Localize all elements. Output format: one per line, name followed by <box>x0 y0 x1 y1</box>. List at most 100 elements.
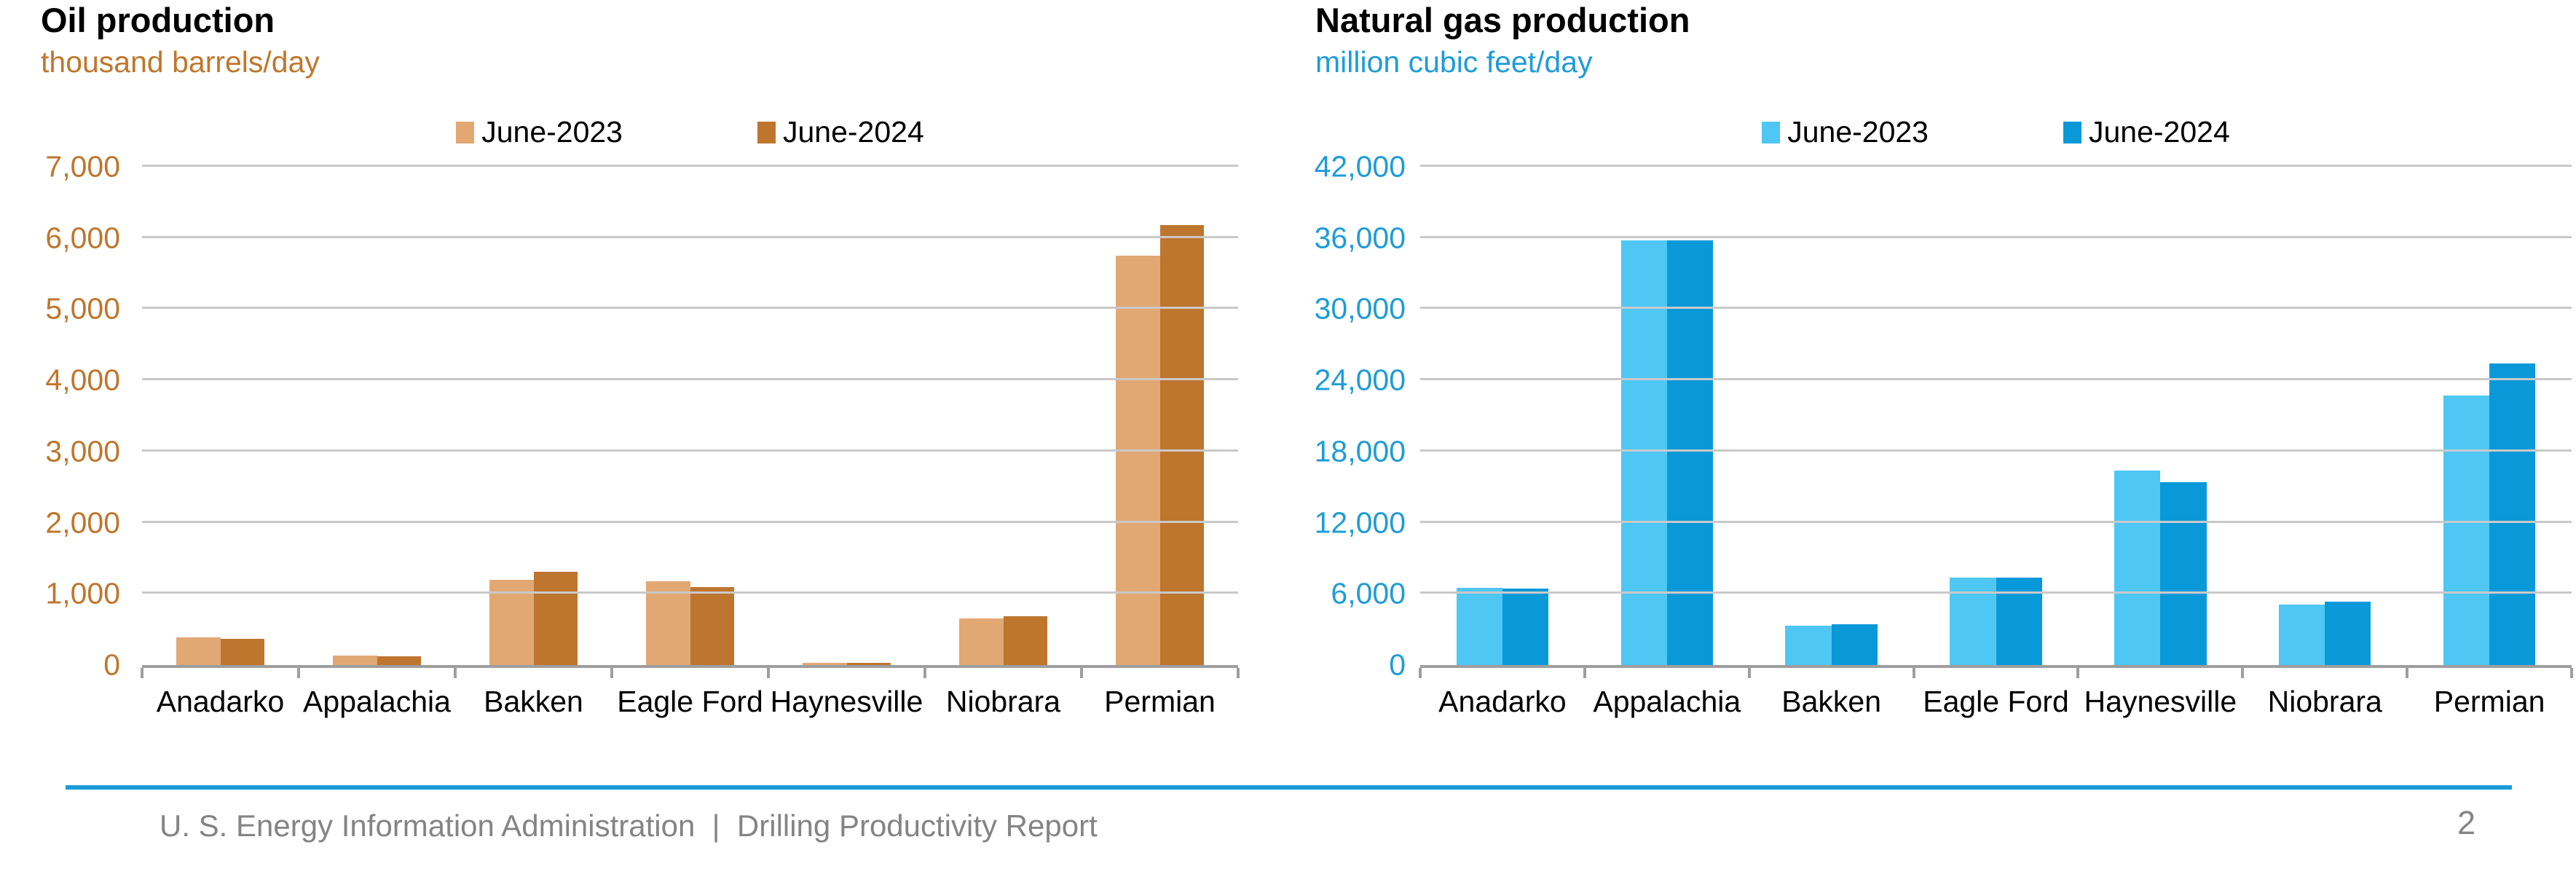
chart-title: Oil production <box>41 1 275 39</box>
x-axis-tick <box>1747 668 1751 678</box>
bar-pair <box>1456 167 1549 665</box>
bar-june-2024 <box>2489 363 2536 665</box>
legend-label: June-2023 <box>481 115 623 149</box>
x-axis-tick <box>610 668 613 678</box>
bar-group-anadarko <box>142 167 299 665</box>
gridline <box>142 307 1238 310</box>
bar-june-2024 <box>1666 240 1714 665</box>
bar-group-niobrara <box>925 167 1082 665</box>
x-axis-labels: Anadarko Appalachia Bakken Eagle Ford Haynes… <box>1420 685 2572 719</box>
bar-pair <box>333 167 421 665</box>
bar-group-eagle-ford <box>612 167 768 665</box>
x-axis-tick <box>1080 668 1083 678</box>
legend-item: June-2024 <box>2063 115 2230 149</box>
x-category-label: Permian <box>1104 685 1216 718</box>
bar-june-2023 <box>333 656 377 665</box>
bar-pair <box>803 167 891 665</box>
x-axis-tick <box>453 668 457 678</box>
y-tick-label: 7,000 <box>45 149 120 184</box>
x-axis-tick <box>296 668 300 678</box>
y-tick-label: 6,000 <box>45 221 120 255</box>
bar-june-2024 <box>1831 624 1878 665</box>
x-axis-tick <box>766 668 770 678</box>
bar-pair <box>1116 167 1204 665</box>
x-axis-tick <box>2241 668 2245 678</box>
bar-june-2023 <box>1116 256 1160 665</box>
chart-unit-subtitle: million cubic feet/day <box>1315 45 1593 79</box>
bar-june-2024 <box>1003 616 1047 665</box>
bar-pair <box>959 167 1047 665</box>
legend-swatch-june-2023 <box>1762 121 1781 143</box>
gridline <box>142 520 1238 523</box>
bar-june-2023 <box>2278 604 2325 665</box>
gridline <box>1420 378 2572 381</box>
legend-item: June-2024 <box>757 115 924 149</box>
bar-june-2023 <box>176 637 221 665</box>
x-axis-tick <box>1912 668 1915 678</box>
bar-group-appalachia <box>1585 167 1749 665</box>
plot-area <box>1419 165 2573 678</box>
legend-item: June-2023 <box>456 115 623 149</box>
gridline <box>142 165 1238 167</box>
page-number: 2 <box>2457 804 2476 841</box>
bar-june-2023 <box>646 581 690 665</box>
bar-pair <box>2114 167 2207 665</box>
gridline <box>142 449 1238 452</box>
bar-group-permian <box>2407 167 2572 665</box>
x-axis-tick <box>2570 668 2573 678</box>
bar-june-2024 <box>2160 482 2207 665</box>
bar-group-eagle-ford <box>1914 167 2079 665</box>
y-tick-label: 42,000 <box>1314 149 1406 184</box>
y-axis-labels: 0 6,000 12,000 18,000 24,000 30,000 36,000 42,0… <box>1304 152 1406 680</box>
gridline <box>142 235 1238 238</box>
y-axis-labels: 0 1,000 2,000 3,000 4,000 5,000 6,000 7,000 <box>29 152 120 680</box>
bar-june-2023 <box>1456 588 1502 665</box>
y-tick-label: 0 <box>103 648 120 682</box>
bar-groups <box>1420 167 2572 665</box>
bar-group-bakken <box>1749 167 1914 665</box>
legend-swatch-june-2024 <box>2063 121 2081 143</box>
x-category-label: Niobrara <box>2267 685 2382 718</box>
bar-june-2024 <box>1996 578 2042 665</box>
y-tick-label: 12,000 <box>1314 506 1406 540</box>
gridline <box>142 378 1238 381</box>
natural-gas-production-chart: Natural gas production million cubic fee… <box>1304 0 2576 736</box>
x-axis-tick <box>2076 668 2080 678</box>
legend-label: June-2023 <box>1787 115 1929 149</box>
gridline <box>1420 307 2572 310</box>
gridline <box>1420 165 2572 167</box>
x-category-label: Anadarko <box>1438 685 1567 718</box>
x-axis-tick <box>141 668 143 678</box>
x-category-label: Niobrara <box>945 685 1061 718</box>
legend-label: June-2024 <box>783 115 924 149</box>
x-category-label: Bakken <box>1781 685 1882 718</box>
x-category-label: Haynesville <box>2084 685 2237 718</box>
bar-group-bakken <box>455 167 612 665</box>
bar-june-2024 <box>377 656 421 665</box>
x-category-label: Eagle Ford <box>617 685 763 718</box>
x-category-label: Appalachia <box>303 685 451 718</box>
legend-item: June-2023 <box>1762 115 1929 149</box>
bar-june-2024 <box>1502 588 1549 665</box>
bar-pair <box>2443 167 2536 665</box>
bar-june-2023 <box>2114 470 2161 665</box>
x-axis-tick <box>1419 668 1422 678</box>
y-tick-label: 24,000 <box>1314 363 1406 397</box>
y-tick-label: 4,000 <box>45 363 120 397</box>
oil-production-chart: Oil production thousand barrels/day June… <box>29 0 1282 736</box>
y-tick-label: 30,000 <box>1314 291 1406 326</box>
gridline <box>1420 520 2572 523</box>
bar-pair <box>2278 167 2371 665</box>
gridline <box>1420 235 2572 238</box>
bar-june-2023 <box>803 663 847 665</box>
x-category-label: Bakken <box>484 685 583 718</box>
bar-pair <box>1785 167 1878 665</box>
bar-june-2024 <box>846 663 891 665</box>
legend-swatch-june-2023 <box>456 121 475 143</box>
bar-pair <box>1950 167 2042 665</box>
footer-source-text: U. S. Energy Information Administration … <box>159 809 1098 843</box>
x-category-label: Permian <box>2433 685 2545 718</box>
footer-divider-line <box>66 785 2512 790</box>
x-axis-tick <box>1583 668 1586 678</box>
bar-june-2023 <box>1620 240 1667 665</box>
